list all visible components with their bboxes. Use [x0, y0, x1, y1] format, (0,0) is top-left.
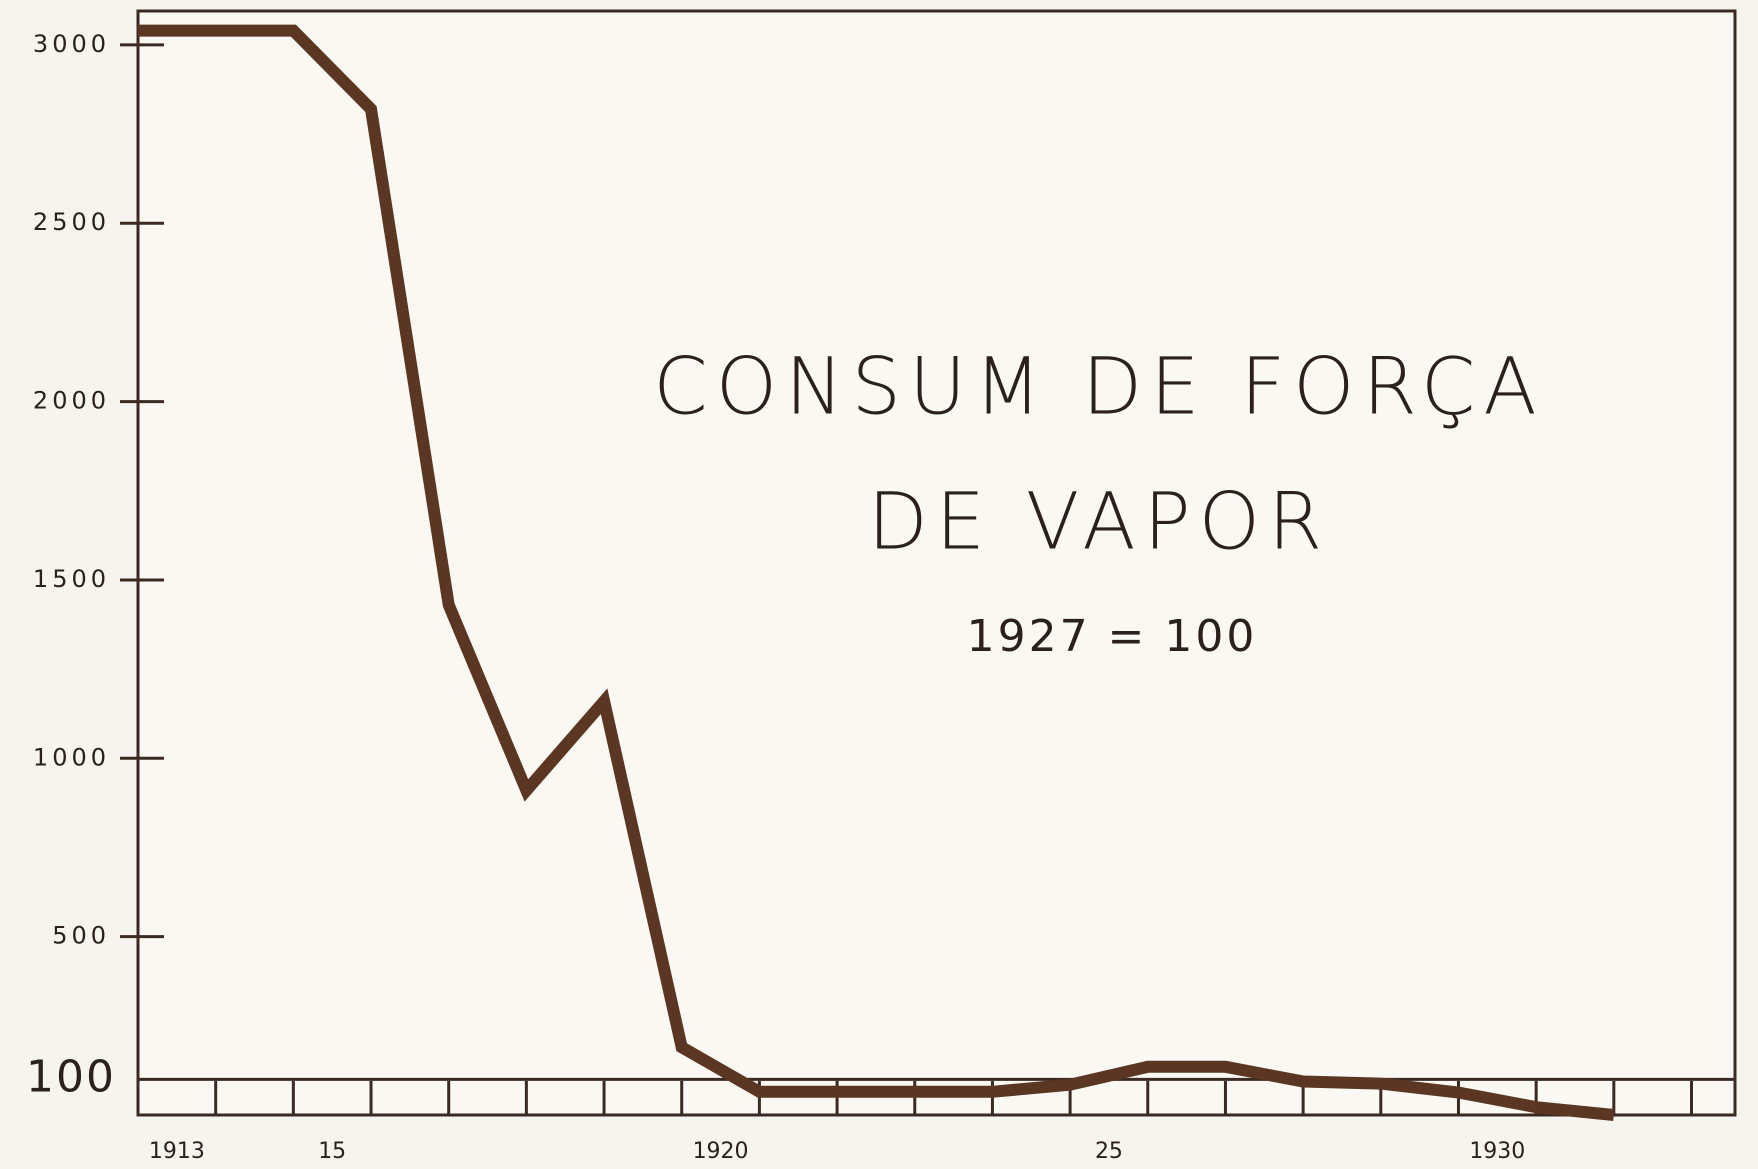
x-tick-label: 25	[1095, 1139, 1123, 1164]
x-tick-label: 1913	[149, 1139, 205, 1164]
y-tick-label: 3000	[33, 30, 110, 58]
y-tick-label: 2500	[33, 208, 110, 236]
x-tick-label: 1930	[1469, 1139, 1525, 1164]
y-tick-label: 2000	[33, 387, 110, 415]
plot-frame	[136, 9, 1737, 1117]
x-tick-label: 1920	[693, 1139, 749, 1164]
y-tick-label: 100	[26, 1051, 116, 1102]
chart-title: DE VAPOR	[868, 478, 1331, 568]
chart-title: CONSUM DE FORÇA	[653, 343, 1544, 433]
data-line	[138, 24, 1615, 1121]
x-tick-label: 15	[318, 1139, 346, 1164]
y-tick-label: 1500	[33, 565, 110, 593]
y-tick-label: 500	[52, 922, 110, 950]
y-tick-label: 1000	[33, 743, 110, 771]
chart-subtitle: 1927 = 100	[967, 611, 1258, 662]
